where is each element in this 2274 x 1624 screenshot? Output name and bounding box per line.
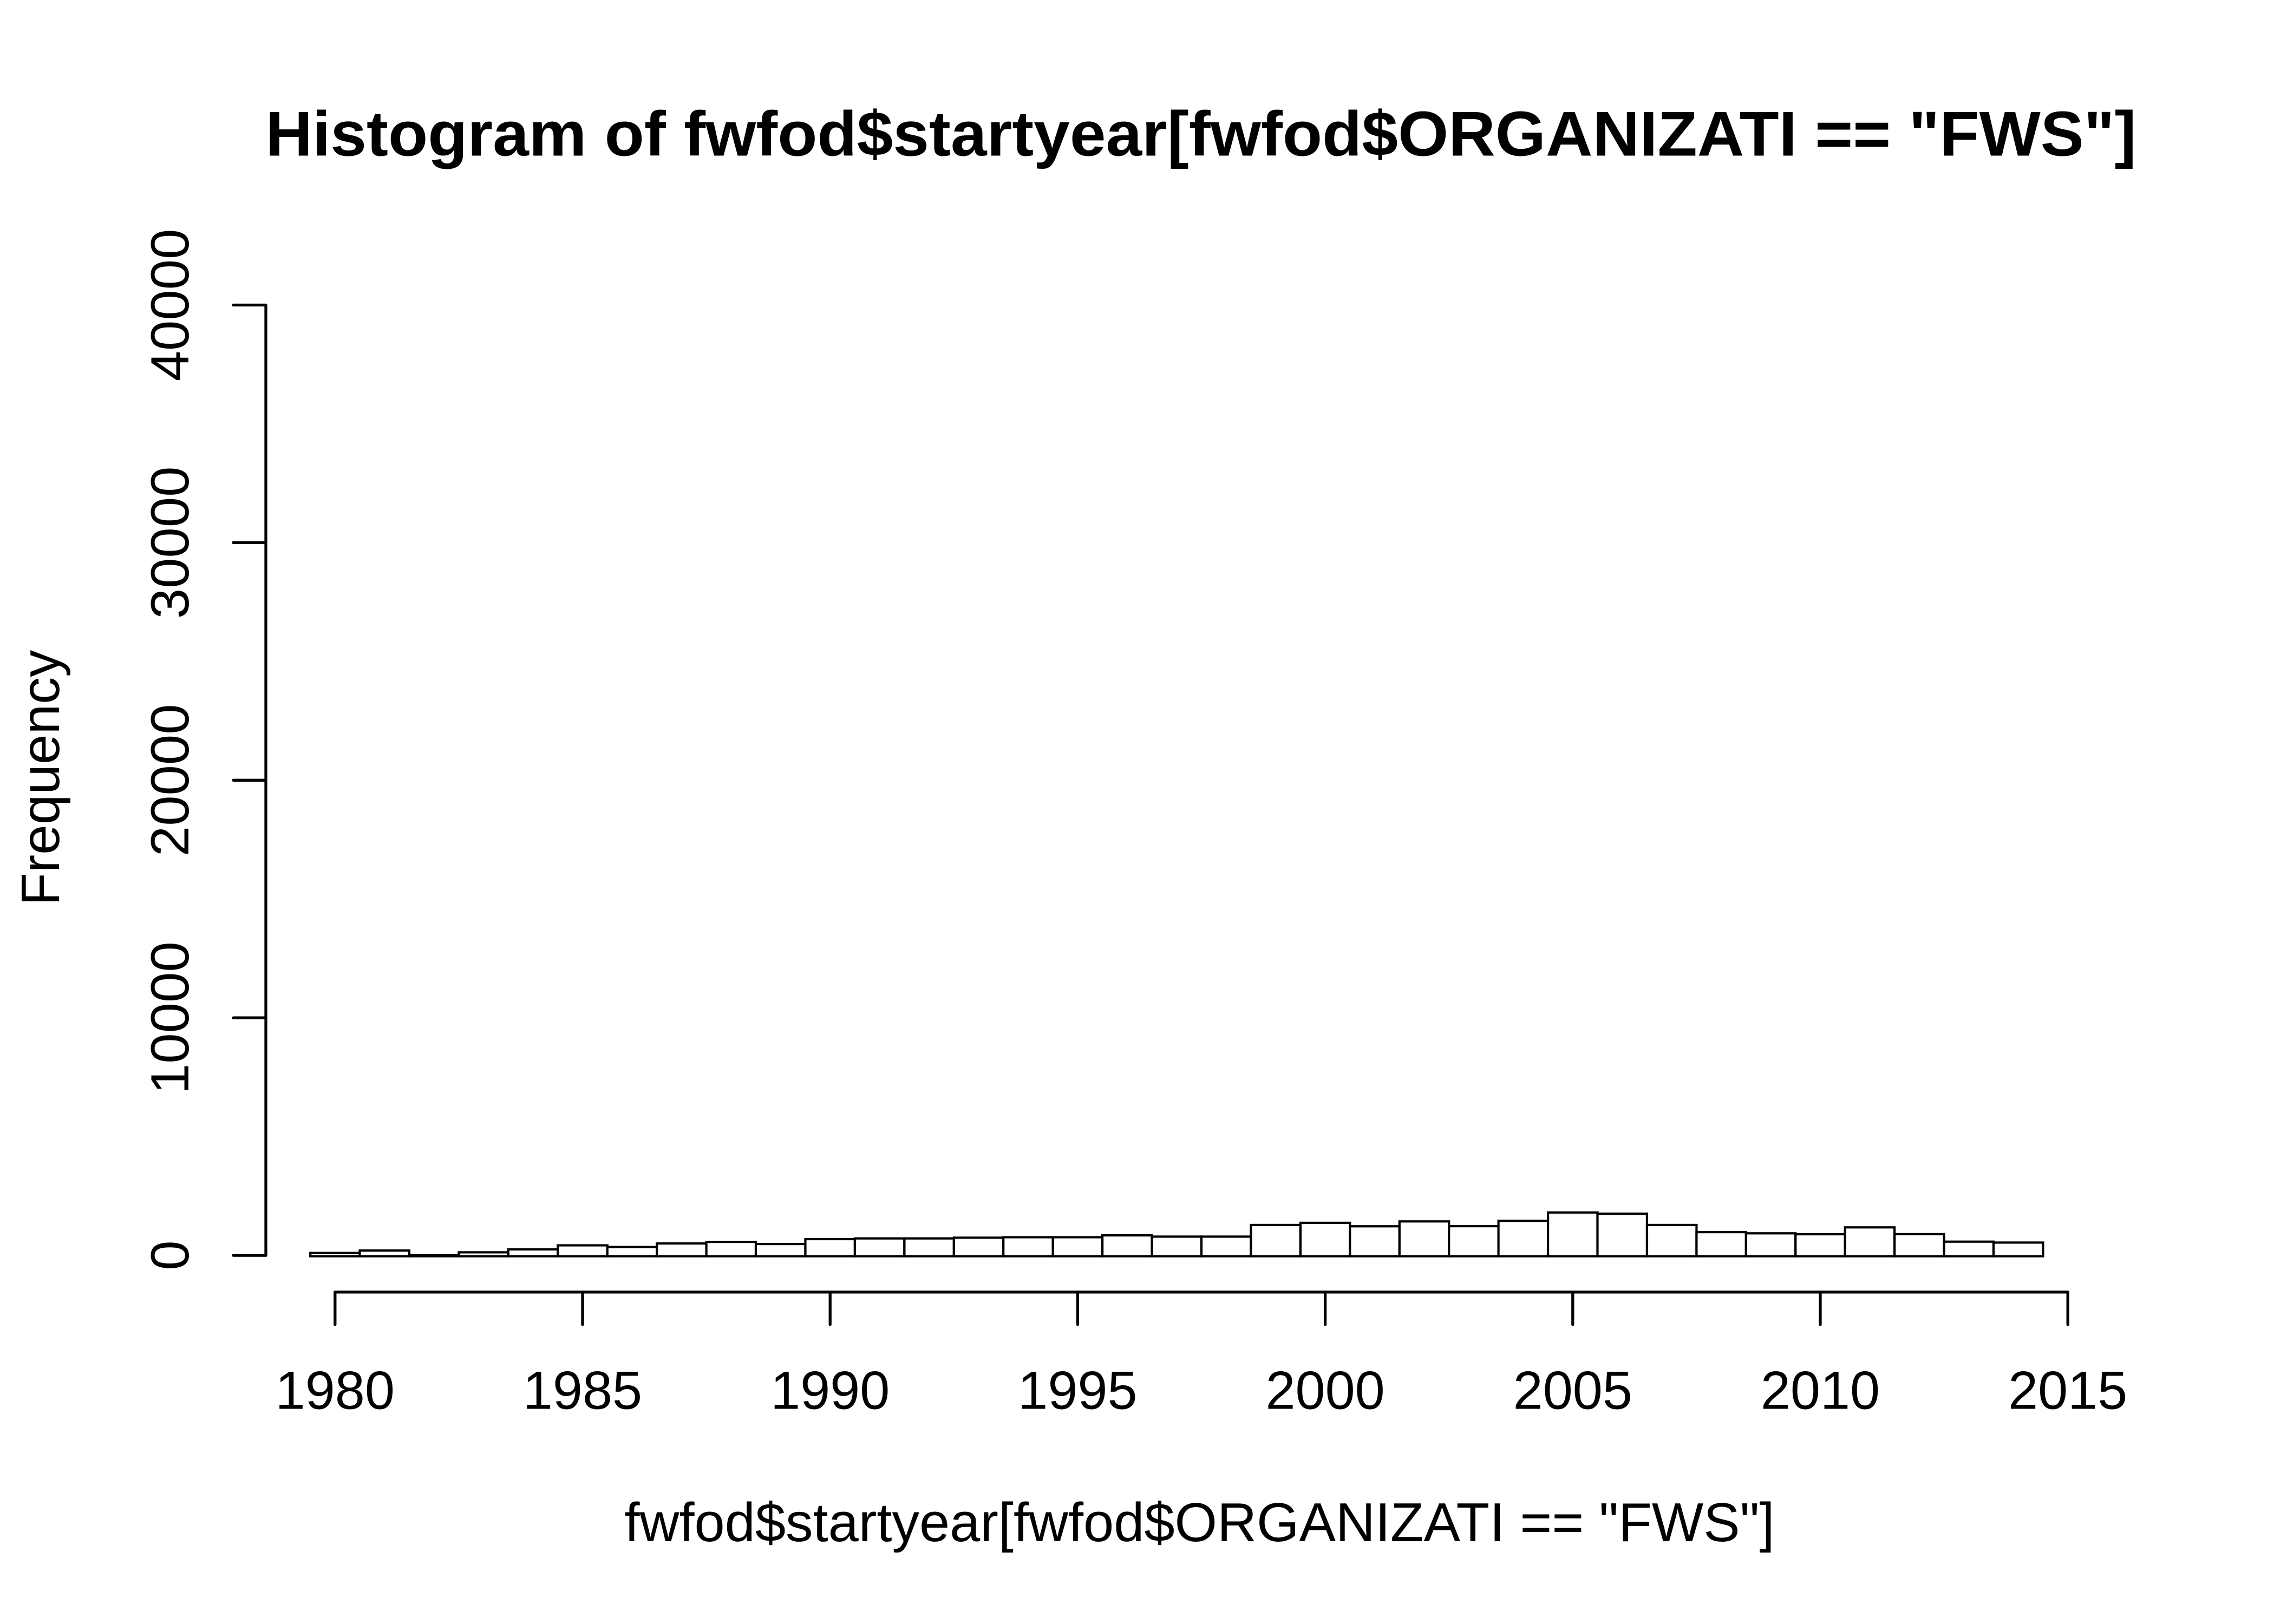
svg-text:1995: 1995 — [1018, 1360, 1137, 1420]
svg-text:30000: 30000 — [140, 467, 200, 619]
svg-text:1985: 1985 — [523, 1360, 642, 1420]
svg-text:2005: 2005 — [1513, 1360, 1632, 1420]
svg-text:1990: 1990 — [770, 1360, 890, 1420]
svg-text:10000: 10000 — [140, 941, 200, 1094]
svg-text:1980: 1980 — [276, 1360, 395, 1420]
svg-text:0: 0 — [140, 1241, 200, 1271]
svg-text:fwfod$startyear[fwfod$ORGANIZA: fwfod$startyear[fwfod$ORGANIZATI == "FWS… — [624, 1492, 1774, 1553]
svg-text:20000: 20000 — [140, 704, 200, 856]
svg-text:2000: 2000 — [1265, 1360, 1384, 1420]
svg-text:2015: 2015 — [2008, 1360, 2127, 1420]
svg-text:Frequency: Frequency — [10, 650, 71, 906]
svg-text:40000: 40000 — [140, 229, 200, 382]
svg-text:2010: 2010 — [1761, 1360, 1880, 1420]
svg-text:Histogram of fwfod$startyear[f: Histogram of fwfod$startyear[fwfod$ORGAN… — [266, 98, 2136, 169]
